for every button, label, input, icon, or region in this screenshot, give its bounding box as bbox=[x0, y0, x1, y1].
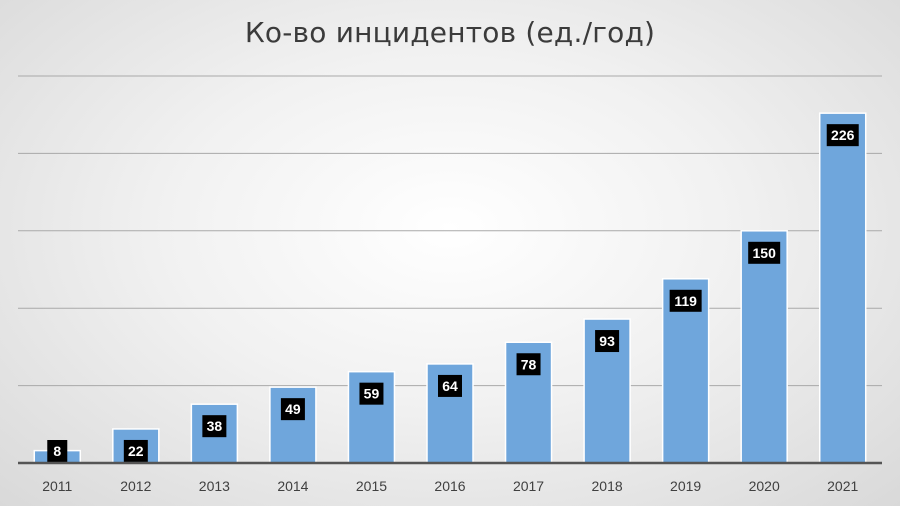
data-label: 22 bbox=[128, 443, 144, 459]
data-label-bg bbox=[47, 440, 68, 462]
data-label: 8 bbox=[53, 443, 61, 459]
x-tick-label: 2015 bbox=[356, 478, 387, 494]
x-tick-label: 2016 bbox=[434, 478, 465, 494]
x-tick-label: 2020 bbox=[749, 478, 780, 494]
data-label: 93 bbox=[599, 333, 615, 349]
data-label-bg bbox=[826, 124, 859, 147]
bar-2021 bbox=[818, 112, 867, 464]
data-label-bg bbox=[123, 439, 148, 462]
data-label: 150 bbox=[753, 245, 777, 261]
bar-2020 bbox=[740, 230, 788, 464]
data-label-bg bbox=[669, 289, 702, 312]
data-label-bg bbox=[438, 374, 462, 397]
data-label-bg bbox=[516, 353, 541, 376]
data-label: 78 bbox=[521, 356, 537, 372]
data-label: 38 bbox=[207, 418, 223, 434]
data-label: 49 bbox=[285, 401, 301, 417]
x-tick-label: 2014 bbox=[277, 478, 308, 494]
data-label-bg bbox=[202, 415, 227, 438]
chart-title: Ко-во инцидентов (ед./год) bbox=[244, 16, 656, 49]
x-tick-label: 2019 bbox=[670, 478, 701, 494]
x-tick-label: 2017 bbox=[513, 478, 544, 494]
data-label: 226 bbox=[831, 127, 855, 143]
x-tick-label: 2011 bbox=[42, 478, 72, 494]
x-tick-label: 2018 bbox=[592, 478, 623, 494]
data-label-bg bbox=[280, 398, 305, 421]
data-label-bg bbox=[595, 330, 620, 353]
data-label-bg bbox=[359, 382, 384, 405]
data-label-bg bbox=[748, 241, 781, 264]
x-tick-label: 2012 bbox=[120, 478, 151, 494]
data-label: 119 bbox=[674, 293, 697, 309]
x-tick-label: 2013 bbox=[199, 478, 230, 494]
x-tick-label: 2021 bbox=[827, 478, 858, 494]
data-label: 59 bbox=[364, 386, 380, 402]
data-label: 64 bbox=[442, 378, 458, 394]
